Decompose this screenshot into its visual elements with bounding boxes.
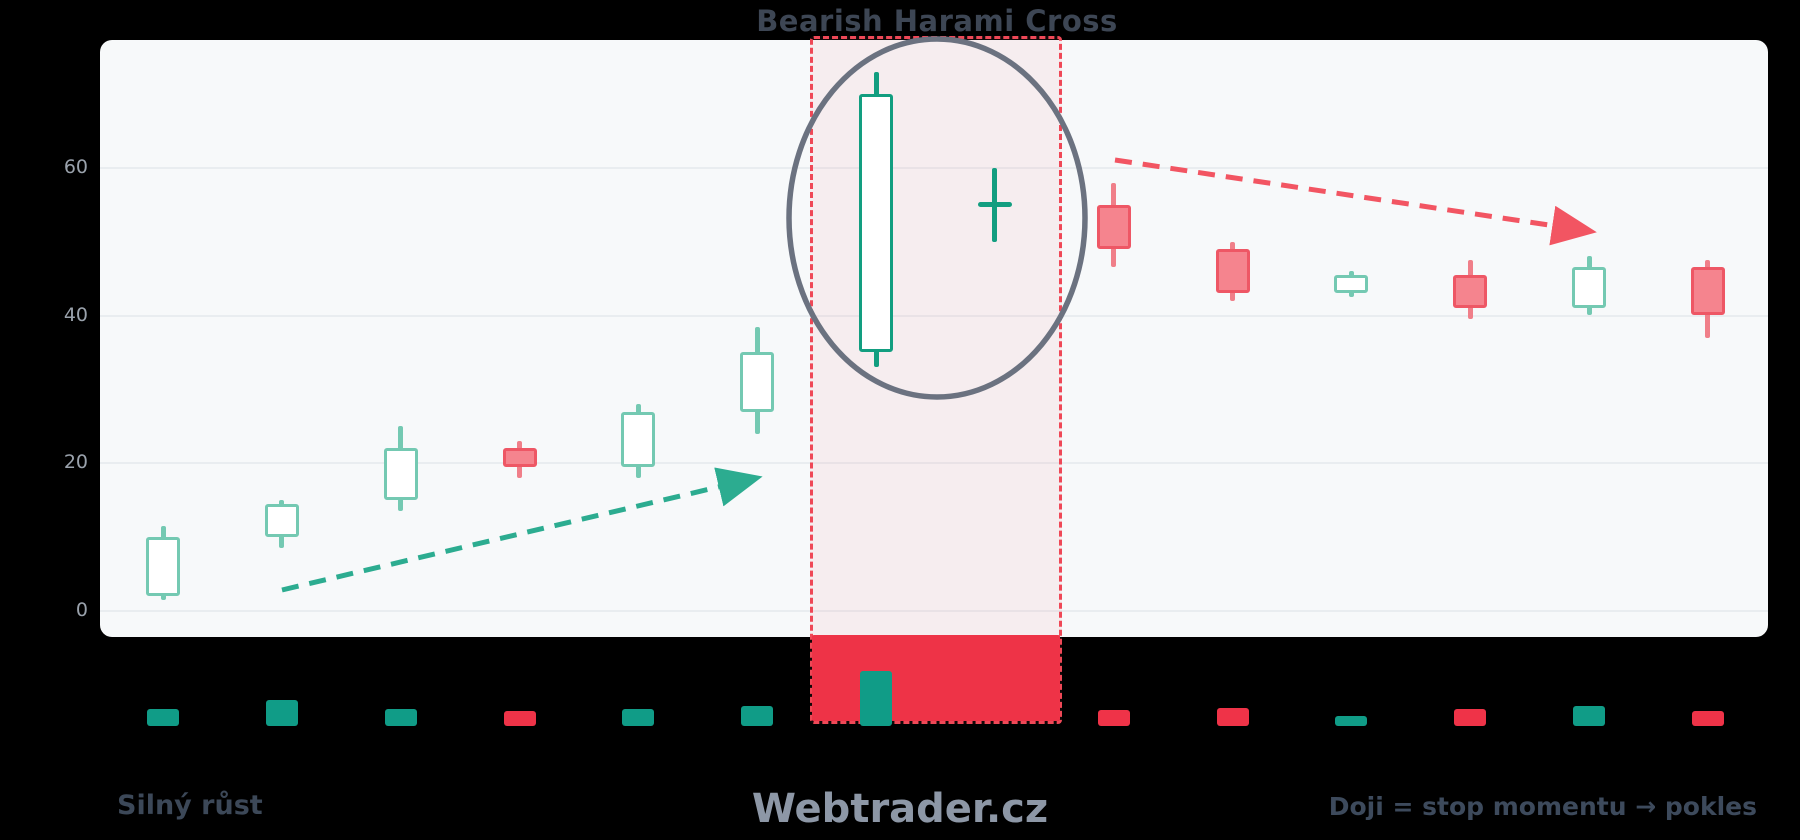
- gridline: [100, 166, 1768, 169]
- candle-7-body: [859, 93, 894, 353]
- volume-bar-1: [147, 709, 179, 726]
- watermark: Webtrader.cz: [751, 786, 1049, 832]
- gridline: [100, 462, 1768, 465]
- gridline: [100, 610, 1768, 612]
- y-axis-label: 0: [75, 599, 88, 621]
- y-axis-label: 40: [63, 303, 88, 326]
- pattern-title: Bearish Harami Cross: [756, 4, 1118, 38]
- candle-8-doji-bar: [977, 202, 1012, 208]
- volume-bar-4: [503, 711, 536, 726]
- volume-bar-10: [1216, 708, 1249, 726]
- volume-bar-14: [1691, 711, 1724, 726]
- volume-bar-3: [384, 709, 417, 726]
- downtrend-arrow-icon: [1114, 157, 1597, 246]
- volume-bar-5: [622, 709, 655, 726]
- volume-bar-13: [1573, 706, 1606, 726]
- candle-3-body: [383, 448, 418, 501]
- pattern-ellipse-icon: [786, 36, 1088, 400]
- y-axis-label: 20: [63, 451, 88, 474]
- highlight-volume-block: [812, 635, 1060, 721]
- candle-10-body: [1215, 249, 1250, 294]
- volume-bar-9: [1097, 710, 1130, 726]
- volume-bar-11: [1335, 716, 1368, 726]
- uptrend-arrow-icon: [281, 467, 763, 593]
- candle-12-body: [1453, 274, 1488, 309]
- volume-bar-6: [741, 706, 774, 726]
- plot-panel: [100, 40, 1768, 637]
- gridline: [100, 314, 1768, 317]
- volume-bar-2: [265, 700, 298, 726]
- candle-13-body: [1572, 267, 1607, 309]
- candle-6-body: [740, 352, 775, 412]
- caption-doji-note: Doji = stop momentu → pokles: [1328, 792, 1757, 821]
- y-axis-label: 60: [63, 155, 88, 178]
- volume-bar-7: [860, 671, 893, 726]
- candle-5-body: [621, 411, 656, 467]
- candle-14-body: [1690, 267, 1725, 316]
- candle-4-body: [502, 448, 537, 467]
- candle-1-body: [146, 537, 180, 597]
- candle-9-body: [1096, 204, 1131, 249]
- candle-11-body: [1334, 274, 1369, 294]
- candle-2-body: [264, 503, 299, 538]
- caption-uptrend: Silný růst: [117, 790, 263, 821]
- volume-bar-12: [1454, 709, 1487, 726]
- highlight-band: [810, 36, 1062, 724]
